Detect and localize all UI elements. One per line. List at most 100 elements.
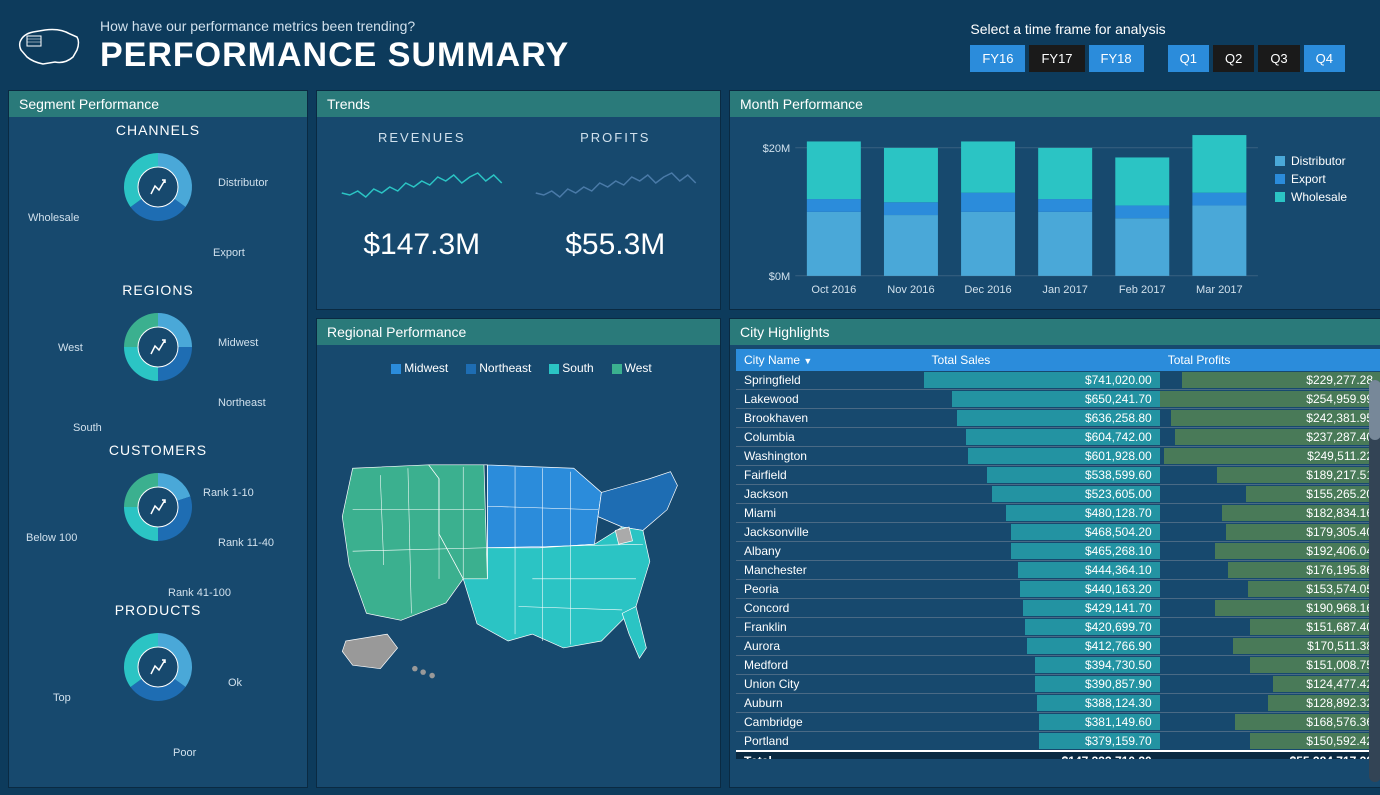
donut-label: Wholesale (28, 212, 79, 224)
profits-cell: $190,968.16 (1160, 599, 1380, 618)
map-legend-item[interactable]: Northeast (460, 361, 531, 375)
table-row[interactable]: Lakewood $650,241.70 $254,959.99 (736, 390, 1380, 409)
month-panel: Month Performance $0M$20MOct 2016Nov 201… (729, 90, 1380, 310)
profits-cell: $242,381.95 (1160, 409, 1380, 428)
table-row[interactable]: Franklin $420,699.70 $151,687.40 (736, 618, 1380, 637)
sales-cell: $523,605.00 (924, 485, 1160, 504)
city-cell: Jackson (736, 485, 924, 504)
table-row[interactable]: Columbia $604,742.00 $237,287.40 (736, 428, 1380, 447)
city-cell: Manchester (736, 561, 924, 580)
month-chart[interactable]: $0M$20MOct 2016Nov 2016Dec 2016Jan 2017F… (738, 125, 1275, 301)
legend-item[interactable]: Distributor (1275, 154, 1375, 168)
sales-cell: $741,020.00 (924, 371, 1160, 390)
table-row[interactable]: Washington $601,928.00 $249,511.22 (736, 447, 1380, 466)
table-row[interactable]: Fairfield $538,599.60 $189,217.51 (736, 466, 1380, 485)
map-legend-item[interactable]: West (606, 361, 652, 375)
donut-channels[interactable]: CHANNELS DistributorExportWholesale (18, 122, 298, 282)
donut-label: Poor (173, 747, 196, 759)
table-row[interactable]: Jackson $523,605.00 $155,265.20 (736, 485, 1380, 504)
total-profits: $55,284,717.28 (1160, 751, 1380, 759)
donut-label: Rank 41-100 (168, 587, 231, 599)
table-row[interactable]: Springfield $741,020.00 $229,277.28 (736, 371, 1380, 390)
donut-label: Rank 1-10 (203, 487, 254, 499)
col-header[interactable]: Total Sales (924, 349, 1160, 371)
legend-item[interactable]: Wholesale (1275, 190, 1375, 204)
fy-button-fy18[interactable]: FY18 (1089, 45, 1144, 72)
city-cell: Union City (736, 675, 924, 694)
fy-button-fy16[interactable]: FY16 (970, 45, 1025, 72)
profits-cell: $237,287.40 (1160, 428, 1380, 447)
city-cell: Aurora (736, 637, 924, 656)
sales-cell: $444,364.10 (924, 561, 1160, 580)
donut-label: Distributor (218, 177, 268, 189)
segment-header: Segment Performance (9, 91, 307, 117)
sales-cell: $429,141.70 (924, 599, 1160, 618)
q-button-q2[interactable]: Q2 (1213, 45, 1254, 72)
table-row[interactable]: Medford $394,730.50 $151,008.75 (736, 656, 1380, 675)
legend-label: Wholesale (1291, 190, 1347, 204)
donut-products[interactable]: PRODUCTS OkPoorTop (18, 602, 298, 762)
donut-title: PRODUCTS (18, 602, 298, 618)
col-header[interactable]: Total Profits (1160, 349, 1380, 371)
time-controls: Select a time frame for analysis FY16FY1… (970, 21, 1365, 72)
profits-cell: $254,959.99 (1160, 390, 1380, 409)
donut-customers[interactable]: CUSTOMERS Rank 1-10Rank 11-40Rank 41-100… (18, 442, 298, 602)
svg-text:Jan 2017: Jan 2017 (1042, 284, 1087, 296)
scroll-thumb[interactable] (1369, 380, 1380, 440)
q-button-group: Q1Q2Q3Q4 (1168, 45, 1345, 72)
profits-cell: $182,834.16 (1160, 504, 1380, 523)
fy-button-fy17[interactable]: FY17 (1029, 45, 1084, 72)
donut-label: Midwest (218, 337, 258, 349)
sales-cell: $440,163.20 (924, 580, 1160, 599)
table-row[interactable]: Brookhaven $636,258.80 $242,381.95 (736, 409, 1380, 428)
city-table-wrap[interactable]: City Name ▼Total SalesTotal Profits Spri… (736, 349, 1380, 759)
profits-cell: $124,477.42 (1160, 675, 1380, 694)
regional-panel: Regional Performance MidwestNortheastSou… (316, 318, 721, 788)
revenues-sparkline (330, 153, 514, 213)
profits-cell: $168,576.36 (1160, 713, 1380, 732)
sales-cell: $465,268.10 (924, 542, 1160, 561)
table-row[interactable]: Auburn $388,124.30 $128,892.32 (736, 694, 1380, 713)
svg-text:Nov 2016: Nov 2016 (887, 284, 934, 296)
map-legend-item[interactable]: Midwest (385, 361, 448, 375)
month-legend: Distributor Export Wholesale (1275, 125, 1375, 301)
table-row[interactable]: Portland $379,159.70 $150,592.42 (736, 732, 1380, 752)
usa-logo-icon (15, 22, 85, 72)
table-row[interactable]: Aurora $412,766.90 $170,511.38 (736, 637, 1380, 656)
profits-sparkline (524, 153, 708, 213)
city-cell: Albany (736, 542, 924, 561)
donut-label: Below 100 (26, 532, 77, 544)
table-row[interactable]: Miami $480,128.70 $182,834.16 (736, 504, 1380, 523)
table-row[interactable]: Jacksonville $468,504.20 $179,305.40 (736, 523, 1380, 542)
q-button-q1[interactable]: Q1 (1168, 45, 1209, 72)
revenues-block: REVENUES $147.3M (325, 125, 519, 301)
legend-item[interactable]: Export (1275, 172, 1375, 186)
table-row[interactable]: Union City $390,857.90 $124,477.42 (736, 675, 1380, 694)
q-button-q4[interactable]: Q4 (1304, 45, 1345, 72)
profits-cell: $179,305.40 (1160, 523, 1380, 542)
table-row[interactable]: Cambridge $381,149.60 $168,576.36 (736, 713, 1380, 732)
trends-panel: Trends REVENUES $147.3M PROFITS $55.3M (316, 90, 721, 310)
title-block: How have our performance metrics been tr… (100, 18, 970, 75)
col-header[interactable]: City Name ▼ (736, 349, 924, 371)
donut-label: South (73, 422, 102, 434)
donut-title: CUSTOMERS (18, 442, 298, 458)
legend-label: Export (1291, 172, 1326, 186)
table-row[interactable]: Concord $429,141.70 $190,968.16 (736, 599, 1380, 618)
table-row[interactable]: Peoria $440,163.20 $153,574.05 (736, 580, 1380, 599)
table-row[interactable]: Manchester $444,364.10 $176,195.86 (736, 561, 1380, 580)
time-label: Select a time frame for analysis (970, 21, 1365, 37)
city-cell: Fairfield (736, 466, 924, 485)
q-button-q3[interactable]: Q3 (1258, 45, 1299, 72)
donut-regions[interactable]: REGIONS MidwestNortheastSouthWest (18, 282, 298, 442)
table-row[interactable]: Albany $465,268.10 $192,406.04 (736, 542, 1380, 561)
city-cell: Columbia (736, 428, 924, 447)
city-cell: Lakewood (736, 390, 924, 409)
total-row: Total $147,333,710.20 $55,284,717.28 (736, 751, 1380, 759)
usa-map[interactable] (325, 385, 712, 745)
city-cell: Brookhaven (736, 409, 924, 428)
profits-cell: $192,406.04 (1160, 542, 1380, 561)
scrollbar[interactable] (1369, 380, 1380, 782)
profits-cell: $176,195.86 (1160, 561, 1380, 580)
map-legend-item[interactable]: South (543, 361, 593, 375)
